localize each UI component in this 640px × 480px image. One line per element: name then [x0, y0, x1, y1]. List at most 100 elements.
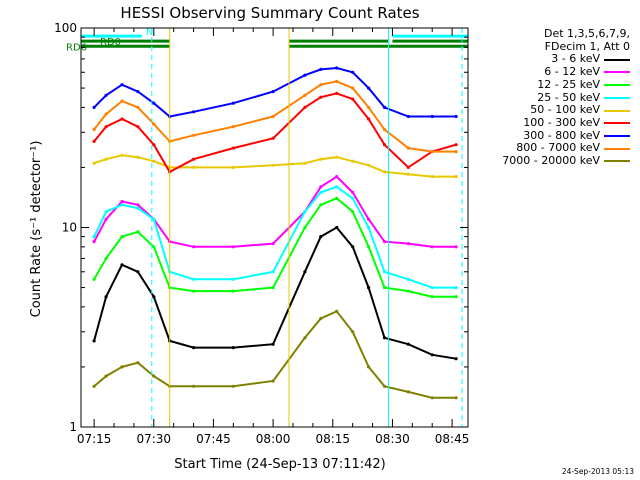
data-point [231, 346, 235, 350]
data-point [430, 396, 434, 400]
data-point [136, 206, 140, 210]
data-point [319, 157, 323, 161]
legend-swatch [604, 134, 630, 137]
data-point [271, 242, 275, 246]
data-point [271, 379, 275, 383]
legend-swatch [604, 84, 630, 87]
data-point [351, 86, 355, 90]
legend-label: 12 - 25 keV [537, 77, 600, 91]
legend-swatch [604, 96, 630, 99]
data-point [382, 105, 387, 109]
data-point [231, 146, 235, 150]
legend-entry: 12 - 25 keV [490, 77, 630, 92]
legend-label: 6 - 12 keV [544, 65, 600, 79]
data-point [192, 133, 196, 137]
legend-label: 300 - 800 keV [523, 128, 600, 142]
data-point [136, 270, 140, 274]
data-point [406, 342, 410, 346]
data-point [351, 210, 355, 214]
data-point [406, 165, 410, 169]
data-point [319, 185, 323, 189]
data-point [231, 165, 235, 169]
data-point [231, 125, 235, 129]
data-point [104, 125, 108, 129]
data-point [303, 225, 307, 230]
legend-entry: 3 - 6 keV [490, 53, 630, 66]
data-point [136, 125, 140, 129]
plot-frame [80, 27, 469, 428]
legend-label: 100 - 300 keV [523, 115, 600, 129]
data-point [351, 190, 355, 194]
data-point [136, 230, 140, 234]
series-12-25-kev [92, 196, 458, 299]
data-point [406, 114, 410, 119]
data-point [104, 295, 108, 299]
series-layer [92, 66, 458, 400]
footer-timestamp: 24-Sep-2013 05:13 [561, 467, 634, 476]
data-point [104, 374, 108, 378]
y-axis-label: Count Rate (s⁻¹ detector⁻¹) [29, 141, 44, 318]
legend-entry: 100 - 300 keV [490, 115, 630, 130]
data-point [454, 396, 458, 400]
data-point [382, 336, 387, 340]
data-point [104, 210, 108, 214]
x-axis-label: Start Time (24-Sep-13 07:11:42) [174, 457, 385, 472]
data-point [231, 289, 235, 293]
flag-label: N [146, 27, 153, 38]
legend-entry: 300 - 800 keV [490, 128, 630, 143]
x-tick-label: 07:15 [77, 432, 112, 446]
data-point [454, 114, 458, 119]
data-point [454, 357, 458, 361]
data-point [303, 93, 307, 97]
data-point [92, 139, 96, 143]
data-point [454, 150, 458, 154]
data-point [92, 277, 96, 281]
x-tick-label: 07:30 [136, 432, 171, 446]
data-point [271, 342, 275, 346]
data-point [231, 384, 235, 388]
x-tick-label: 08:15 [315, 432, 350, 446]
data-point [406, 289, 410, 293]
data-point [406, 277, 410, 281]
data-point [231, 245, 235, 249]
data-point [136, 90, 140, 94]
data-point [303, 336, 307, 340]
data-point [271, 90, 275, 94]
data-point [382, 170, 387, 174]
data-point [152, 159, 156, 163]
data-point [136, 105, 140, 109]
flag-label: RD0 [100, 37, 121, 48]
data-point [430, 245, 434, 249]
x-tick-label: 07:45 [196, 432, 231, 446]
vertical-markers [80, 28, 463, 427]
x-tick-label: 08:30 [375, 432, 410, 446]
x-tick-label: 08:00 [256, 432, 291, 446]
data-point [192, 110, 196, 114]
legend-label: 3 - 6 keV [551, 52, 600, 66]
data-point [92, 105, 96, 109]
data-point [319, 190, 323, 194]
legend-entry: 7000 - 20000 keV [490, 154, 630, 168]
y-tick-label: 10 [62, 221, 77, 235]
legend-entries: 3 - 6 keV 6 - 12 keV 12 - 25 keV 25 - 50 ke… [490, 53, 630, 167]
data-point [120, 99, 124, 103]
data-point [382, 286, 387, 290]
series-line-50-100-kev [93, 154, 457, 178]
legend-header-line-1: Det 1,3,5,6,7,9, [543, 27, 630, 40]
data-point [430, 353, 434, 357]
data-point [430, 150, 434, 154]
legend: Det 1,3,5,6,7,9, FDecim 1, Att 0 3 - 6 k… [490, 27, 630, 168]
data-point [120, 199, 124, 204]
axes: 1 10 100 07:15 07:30 07:45 08:00 08:15 08:30 08:4… [54, 21, 469, 446]
legend-header-line-2: FDecim 1, Att 0 [544, 39, 630, 53]
legend-label: 7000 - 20000 keV [502, 154, 600, 168]
data-point [367, 86, 371, 90]
data-point [382, 127, 387, 132]
data-point [120, 203, 124, 207]
data-point [104, 93, 108, 97]
data-point [454, 286, 458, 290]
data-point [92, 235, 96, 239]
data-point [271, 286, 275, 290]
data-point [367, 286, 371, 290]
data-point [152, 122, 156, 126]
